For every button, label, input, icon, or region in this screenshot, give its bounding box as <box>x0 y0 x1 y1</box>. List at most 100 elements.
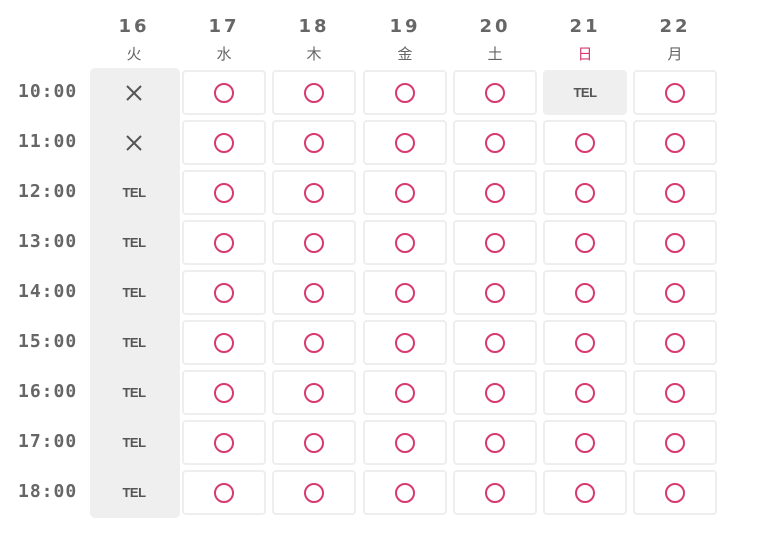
cross-icon <box>124 133 144 153</box>
time-label: 17:00 <box>18 431 78 452</box>
slot-cell-21-1100[interactable] <box>543 120 627 165</box>
slot-cell-19-1000[interactable] <box>363 70 447 115</box>
slot-cell-17-1200[interactable] <box>182 170 266 215</box>
circle-icon <box>214 182 234 203</box>
slot-cell-19-1100[interactable] <box>363 120 447 165</box>
slot-cell-22-1500[interactable] <box>633 320 717 365</box>
circle-icon <box>214 482 234 503</box>
slot-cell-20-1800[interactable] <box>453 470 537 515</box>
time-label: 15:00 <box>18 331 78 352</box>
slot-cell-18-1400[interactable] <box>272 270 356 315</box>
circle-icon <box>214 382 234 403</box>
slot-cell-21-1600[interactable] <box>543 370 627 415</box>
slot-cell-18-1000[interactable] <box>272 70 356 115</box>
slot-cell-18-1100[interactable] <box>272 120 356 165</box>
slot-cell-18-1200[interactable] <box>272 170 356 215</box>
day-header-20: 20 土 <box>451 16 539 64</box>
day-header-22: 22 月 <box>631 16 719 64</box>
slot-cell-21-1500[interactable] <box>543 320 627 365</box>
slot-cell-20-1500[interactable] <box>453 320 537 365</box>
slot-cell-18-1800[interactable] <box>272 470 356 515</box>
circle-icon <box>485 282 505 303</box>
slot-cell-16-1100 <box>92 120 176 165</box>
slot-cell-19-1500[interactable] <box>363 320 447 365</box>
slot-cell-18-1500[interactable] <box>272 320 356 365</box>
day-number: 18 <box>298 16 330 37</box>
slot-cell-17-1100[interactable] <box>182 120 266 165</box>
slot-cell-20-1600[interactable] <box>453 370 537 415</box>
circle-icon <box>304 82 324 103</box>
slot-cell-20-1300[interactable] <box>453 220 537 265</box>
slot-cell-21-1000: TEL <box>543 70 627 115</box>
slot-cell-22-1400[interactable] <box>633 270 717 315</box>
circle-icon <box>665 82 685 103</box>
tel-label: TEL <box>122 435 146 450</box>
cross-icon <box>124 83 144 103</box>
slot-cell-18-1300[interactable] <box>272 220 356 265</box>
slot-cell-22-1100[interactable] <box>633 120 717 165</box>
circle-icon <box>665 382 685 403</box>
slot-cell-17-1700[interactable] <box>182 420 266 465</box>
circle-icon <box>665 482 685 503</box>
circle-icon <box>665 282 685 303</box>
day-header-16: 16 火 <box>90 16 178 64</box>
slot-cell-19-1700[interactable] <box>363 420 447 465</box>
slot-cell-22-1000[interactable] <box>633 70 717 115</box>
slot-cell-22-1200[interactable] <box>633 170 717 215</box>
slot-cell-18-1700[interactable] <box>272 420 356 465</box>
slot-cell-19-1300[interactable] <box>363 220 447 265</box>
slot-cell-19-1800[interactable] <box>363 470 447 515</box>
day-number: 17 <box>208 16 240 37</box>
circle-icon <box>214 332 234 353</box>
circle-icon <box>395 482 415 503</box>
circle-icon <box>575 132 595 153</box>
slot-cell-20-1000[interactable] <box>453 70 537 115</box>
time-label: 12:00 <box>18 181 78 202</box>
day-weekday: 日 <box>577 45 593 63</box>
slot-cell-21-1300[interactable] <box>543 220 627 265</box>
circle-icon <box>395 132 415 153</box>
slot-cell-21-1400[interactable] <box>543 270 627 315</box>
slot-cell-17-1300[interactable] <box>182 220 266 265</box>
circle-icon <box>485 182 505 203</box>
slot-cell-17-1800[interactable] <box>182 470 266 515</box>
slot-cell-17-1000[interactable] <box>182 70 266 115</box>
time-label: 18:00 <box>18 481 78 502</box>
slot-cell-22-1300[interactable] <box>633 220 717 265</box>
slot-cell-22-1700[interactable] <box>633 420 717 465</box>
day-header-17: 17 水 <box>180 16 268 64</box>
circle-icon <box>304 382 324 403</box>
tel-label: TEL <box>122 235 146 250</box>
slot-cell-16-1800: TEL <box>92 470 176 515</box>
circle-icon <box>214 82 234 103</box>
slot-cell-22-1600[interactable] <box>633 370 717 415</box>
day-weekday: 金 <box>397 45 413 63</box>
time-label: 16:00 <box>18 381 78 402</box>
slot-cell-20-1100[interactable] <box>453 120 537 165</box>
circle-icon <box>575 232 595 253</box>
slot-cell-21-1800[interactable] <box>543 470 627 515</box>
slot-cell-17-1400[interactable] <box>182 270 266 315</box>
slot-cell-20-1200[interactable] <box>453 170 537 215</box>
slot-cell-19-1400[interactable] <box>363 270 447 315</box>
circle-icon <box>485 132 505 153</box>
slot-cell-20-1700[interactable] <box>453 420 537 465</box>
slot-cell-19-1600[interactable] <box>363 370 447 415</box>
slot-cell-17-1500[interactable] <box>182 320 266 365</box>
slot-cell-16-1400: TEL <box>92 270 176 315</box>
time-label: 10:00 <box>18 81 78 102</box>
time-label: 11:00 <box>18 131 78 152</box>
day-header-21: 21 日 <box>541 16 629 64</box>
slot-cell-21-1700[interactable] <box>543 420 627 465</box>
circle-icon <box>214 232 234 253</box>
slot-cell-20-1400[interactable] <box>453 270 537 315</box>
slot-cell-22-1800[interactable] <box>633 470 717 515</box>
circle-icon <box>214 132 234 153</box>
slot-cell-21-1200[interactable] <box>543 170 627 215</box>
tel-label: TEL <box>122 485 146 500</box>
circle-icon <box>304 332 324 353</box>
slot-cell-19-1200[interactable] <box>363 170 447 215</box>
slot-cell-18-1600[interactable] <box>272 370 356 415</box>
slot-cell-17-1600[interactable] <box>182 370 266 415</box>
